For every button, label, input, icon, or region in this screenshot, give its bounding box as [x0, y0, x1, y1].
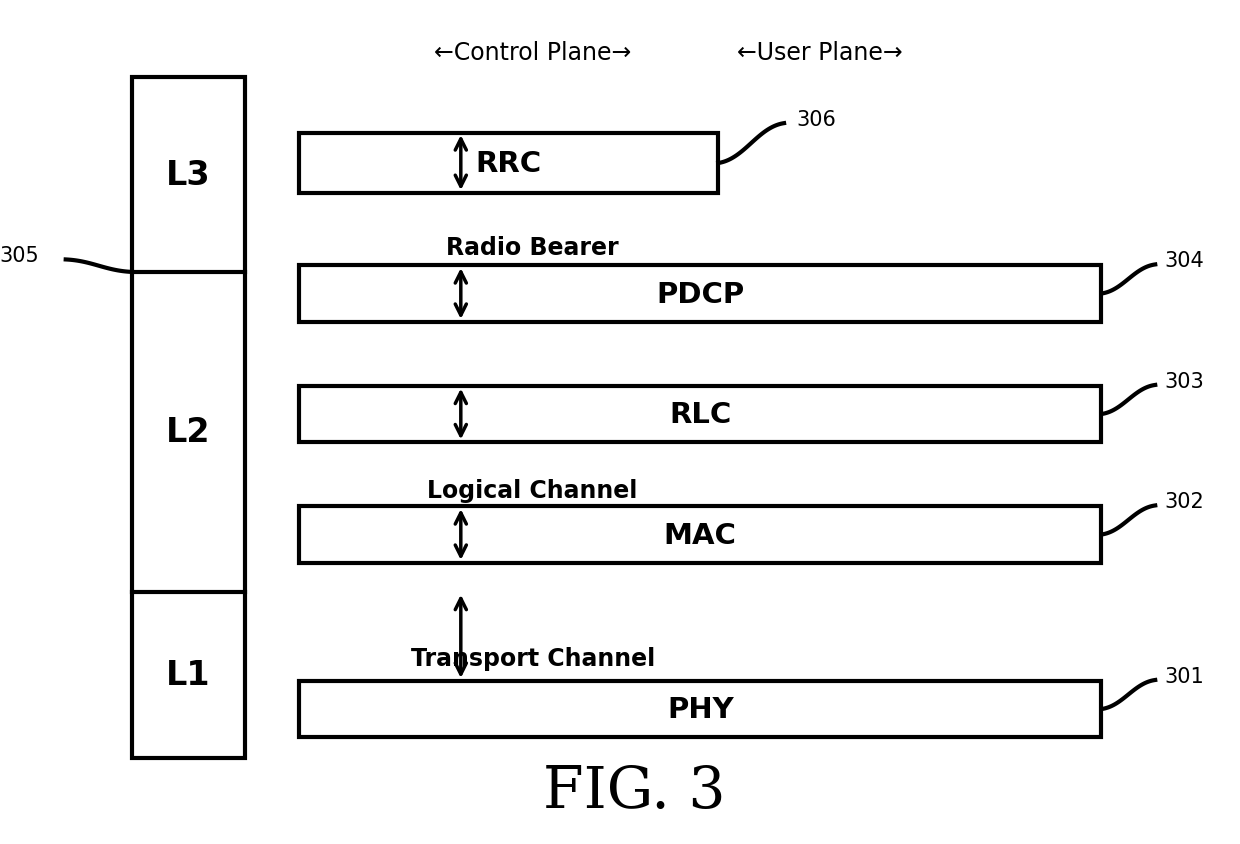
Text: L1: L1	[166, 658, 211, 692]
Text: ←User Plane→: ←User Plane→	[738, 41, 903, 65]
Text: 304: 304	[1164, 251, 1204, 271]
Text: 306: 306	[796, 110, 836, 130]
Text: Radio Bearer: Radio Bearer	[446, 235, 619, 260]
Bar	[299, 266, 1101, 322]
Bar	[131, 78, 246, 758]
Text: ←Control Plane→: ←Control Plane→	[434, 41, 631, 65]
Text: Logical Channel: Logical Channel	[428, 478, 637, 502]
Bar	[299, 387, 1101, 443]
Text: 305: 305	[0, 246, 40, 266]
Bar	[299, 681, 1101, 738]
Text: PDCP: PDCP	[656, 280, 744, 308]
Text: PHY: PHY	[667, 695, 734, 723]
Bar	[299, 134, 718, 194]
Text: L3: L3	[166, 159, 211, 192]
Text: RLC: RLC	[670, 401, 732, 429]
Text: L2: L2	[166, 416, 211, 449]
Text: MAC: MAC	[663, 521, 737, 549]
Text: 301: 301	[1164, 666, 1204, 686]
Text: RRC: RRC	[476, 150, 542, 178]
Text: 302: 302	[1164, 492, 1204, 511]
Bar	[299, 506, 1101, 563]
Text: 303: 303	[1164, 371, 1204, 392]
Text: FIG. 3: FIG. 3	[543, 764, 725, 820]
Text: Transport Channel: Transport Channel	[410, 647, 655, 671]
